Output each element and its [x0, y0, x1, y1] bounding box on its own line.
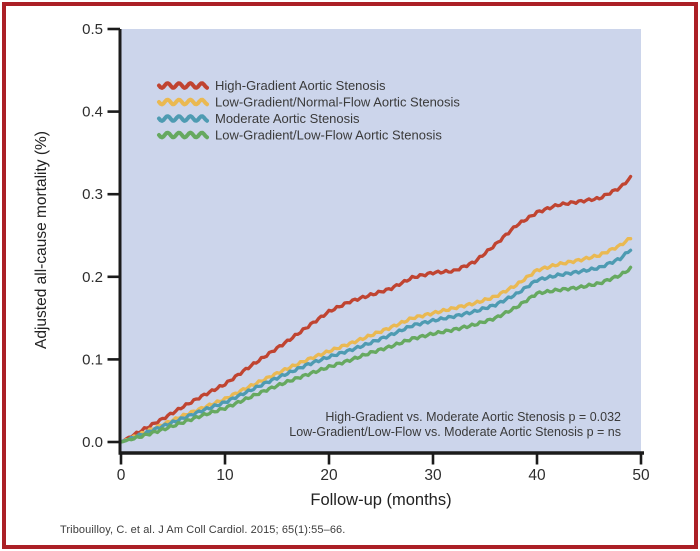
legend-label-4: Low-Gradient/Low-Flow Aortic Stenosis — [215, 128, 442, 143]
legend-label-1: High-Gradient Aortic Stenosis — [215, 78, 386, 93]
annotation-pvalue-low-flow: Low-Gradient/Low-Flow vs. Moderate Aorti… — [289, 425, 621, 439]
legend: High-Gradient Aortic Stenosis Low-Gradien… — [157, 78, 460, 143]
x-tick-label: 0 — [117, 467, 126, 484]
series-line-3 — [119, 248, 633, 444]
x-axis-title: Follow-up (months) — [310, 491, 451, 509]
legend-marker-3 — [157, 114, 209, 123]
legend-marker-4 — [157, 130, 209, 140]
x-tick-label: 40 — [528, 467, 546, 484]
x-tick-label: 10 — [216, 467, 234, 484]
series-curves — [119, 174, 633, 444]
y-tick-label: 0.4 — [82, 104, 103, 121]
plot-area — [121, 29, 641, 452]
citation-text: Tribouilloy, C. et al. J Am Coll Cardiol… — [60, 524, 346, 536]
series-line-4 — [119, 265, 633, 444]
y-tick-label: 0.3 — [82, 186, 103, 203]
series-line-1 — [119, 174, 633, 444]
annotation-pvalue-high-gradient: High-Gradient vs. Moderate Aortic Stenos… — [325, 410, 621, 424]
legend-label-2: Low-Gradient/Normal-Flow Aortic Stenosis — [215, 95, 460, 110]
x-tick-label: 20 — [320, 467, 338, 484]
mortality-line-chart: 0.0 0.1 0.2 0.3 0.4 0.5 0 10 20 30 40 50 High-Gradi… — [33, 21, 650, 509]
x-tick-label: 50 — [632, 467, 650, 484]
legend-marker-2 — [157, 97, 209, 107]
legend-marker-1 — [157, 81, 209, 90]
x-tick-label: 30 — [424, 467, 442, 484]
y-tick-label: 0.0 — [82, 434, 103, 451]
y-axis-title: Adjusted all-cause mortality (%) — [33, 131, 50, 349]
y-tick-label: 0.5 — [82, 21, 103, 38]
legend-label-3: Moderate Aortic Stenosis — [215, 111, 360, 126]
axis-ticks: 0.0 0.1 0.2 0.3 0.4 0.5 0 10 20 30 40 50 — [82, 21, 650, 484]
y-tick-label: 0.1 — [82, 351, 103, 368]
y-tick-label: 0.2 — [82, 269, 103, 286]
